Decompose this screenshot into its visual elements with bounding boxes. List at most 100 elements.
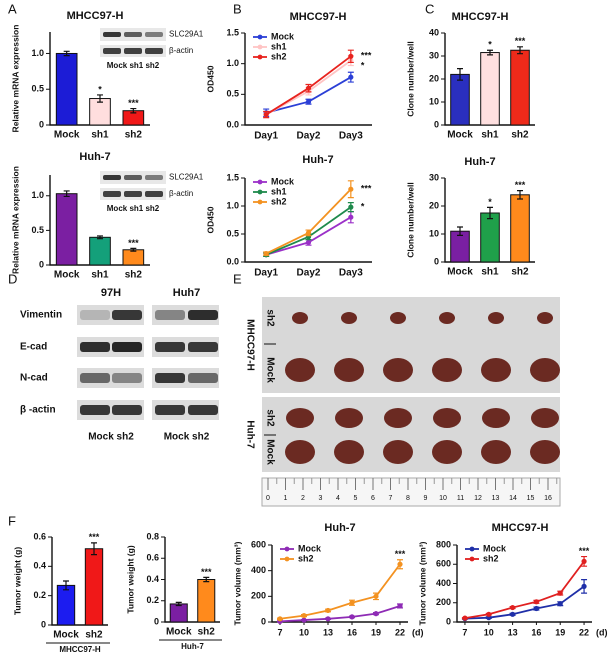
blot-band xyxy=(124,48,142,54)
y-tick-label: 30 xyxy=(429,50,439,60)
y-tick-label: 600 xyxy=(251,539,266,549)
group-label: Huh-7 xyxy=(244,420,255,449)
inset-label: β-actin xyxy=(169,189,193,198)
bar xyxy=(55,52,78,126)
point xyxy=(305,239,312,245)
blot-band xyxy=(112,373,142,383)
y-tick-label: 1.0 xyxy=(226,200,239,210)
point xyxy=(509,604,516,611)
legend-label: Mock xyxy=(298,543,322,553)
x-tick-label: sh1 xyxy=(481,267,499,278)
y-tick-label: 10 xyxy=(429,96,439,106)
ruler-label: 2 xyxy=(301,495,305,502)
error-bar xyxy=(63,190,70,198)
row-label: sh2 xyxy=(264,309,275,327)
x-tick-label: 13 xyxy=(323,627,333,637)
significance: * xyxy=(361,61,365,71)
point xyxy=(325,616,331,622)
y-axis-label: Clone number/well xyxy=(405,182,415,258)
ruler-label: 8 xyxy=(406,495,410,502)
panel-letter: C xyxy=(425,1,434,16)
y-tick-label: 0.0 xyxy=(226,256,239,266)
y-axis-label: Relative mRNA expression xyxy=(10,25,20,133)
x-tick-label: sh2 xyxy=(511,267,529,278)
point xyxy=(348,204,354,210)
error-bar xyxy=(203,576,210,583)
error-bar xyxy=(457,226,463,236)
ruler-label: 3 xyxy=(319,495,323,502)
y-tick-label: 40 xyxy=(429,27,439,37)
y-axis-label: Tumor volume (mm³) xyxy=(417,541,427,625)
point xyxy=(348,53,354,59)
x-tick-label: Day3 xyxy=(339,268,363,279)
error-bar xyxy=(97,235,103,240)
significance: *** xyxy=(89,532,100,542)
inset-label: β-actin xyxy=(169,46,193,55)
blot-column: Huh7 xyxy=(173,287,201,299)
blot-band xyxy=(103,175,121,180)
tumor xyxy=(433,408,461,428)
tumor xyxy=(341,312,357,324)
inset-label: Mock sh1 sh2 xyxy=(107,61,160,70)
x-tick-label: Mock xyxy=(447,267,473,278)
y-tick-label: 20 xyxy=(429,73,439,83)
point xyxy=(301,617,307,623)
x-tick-label: sh1 xyxy=(91,130,109,141)
ruler-label: 13 xyxy=(492,495,500,502)
error-bar xyxy=(517,46,523,55)
significance: *** xyxy=(361,51,372,61)
blot-row: E-cad xyxy=(20,342,47,353)
axis-line xyxy=(456,545,592,623)
significance: *** xyxy=(201,567,212,577)
panel-letter: E xyxy=(233,271,242,286)
error-bar xyxy=(91,542,97,556)
chart-title: MHCC97-H xyxy=(67,10,124,22)
blot-band xyxy=(188,310,218,320)
legend-marker xyxy=(469,546,475,552)
x-tick-label: Day2 xyxy=(297,268,321,279)
y-tick-label: 0.5 xyxy=(226,89,239,99)
legend-marker xyxy=(257,189,263,195)
point xyxy=(397,561,403,567)
y-tick-label: 0.4 xyxy=(146,574,159,584)
point xyxy=(533,599,540,605)
y-axis-label: OD450 xyxy=(205,206,215,233)
x-axis-label: Huh-7 xyxy=(181,642,204,651)
bar xyxy=(480,212,500,263)
y-tick-label: 0.6 xyxy=(146,553,159,563)
tumor xyxy=(335,408,363,428)
blot-band xyxy=(145,191,163,197)
point xyxy=(486,611,492,617)
blot-band xyxy=(124,175,142,180)
blot-lanes: Mock sh2 xyxy=(88,432,134,443)
tumor xyxy=(432,358,462,382)
significance: *** xyxy=(515,36,526,46)
tumor xyxy=(537,312,553,324)
tumor xyxy=(384,408,412,428)
tumor xyxy=(334,358,364,382)
legend-marker xyxy=(284,556,290,562)
x-tick-label: Mock xyxy=(447,130,473,141)
error-bar xyxy=(517,190,523,200)
y-tick-label: 0 xyxy=(446,616,451,626)
point xyxy=(581,558,587,564)
blot-band xyxy=(188,405,218,415)
tumor xyxy=(292,312,308,324)
point xyxy=(557,601,563,607)
bar xyxy=(55,193,78,266)
y-axis-label: Relative mRNA expression xyxy=(10,166,20,274)
blot-band xyxy=(80,405,110,415)
bar xyxy=(122,249,145,266)
blot-band xyxy=(145,48,163,54)
legend-label: sh1 xyxy=(271,186,287,196)
y-tick-label: 30 xyxy=(429,172,439,182)
group-label: MHCC97-H xyxy=(244,319,255,371)
row-label: Mock xyxy=(264,439,275,465)
y-tick-label: 0 xyxy=(39,259,44,269)
significance: *** xyxy=(579,546,590,556)
ruler-label: 0 xyxy=(266,495,270,502)
x-tick-label: 13 xyxy=(508,627,518,637)
ruler-label: 7 xyxy=(389,495,393,502)
x-tick-label: 7 xyxy=(277,627,282,637)
y-tick-label: 0.4 xyxy=(33,561,46,571)
